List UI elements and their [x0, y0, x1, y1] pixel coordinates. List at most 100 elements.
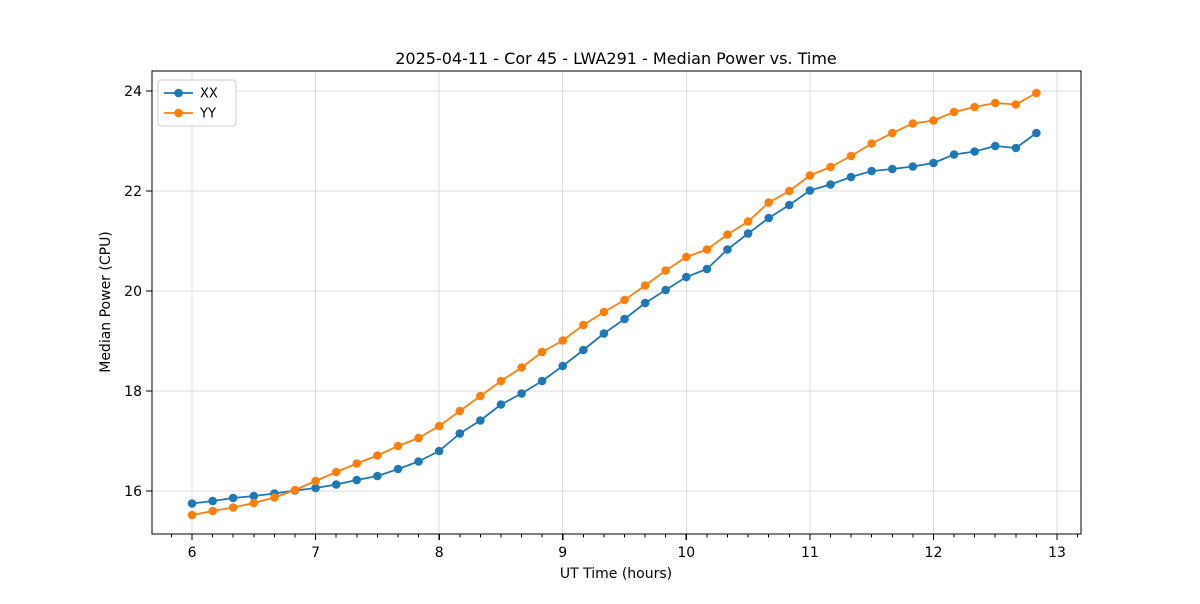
data-point-xx	[826, 180, 835, 189]
series-line-yy	[191, 92, 1038, 516]
y-tick-label: 24	[124, 84, 142, 100]
data-point-xx	[455, 429, 465, 438]
data-point-xx	[702, 264, 712, 274]
data-point-xx	[867, 166, 876, 176]
x-tick-label: 10	[677, 545, 695, 561]
legend-label-xx: XX	[200, 87, 218, 102]
data-point-yy	[599, 307, 609, 317]
data-point-xx	[208, 496, 217, 506]
data-point-yy	[743, 217, 753, 226]
data-point-yy	[640, 281, 650, 290]
data-point-yy	[661, 266, 670, 275]
data-point-xx	[537, 376, 547, 386]
data-point-yy	[949, 107, 959, 117]
data-point-yy	[249, 498, 259, 508]
grid-lines	[152, 71, 1081, 534]
data-point-yy	[414, 433, 423, 443]
data-point-xx	[661, 285, 670, 295]
x-tick-label: 7	[311, 545, 320, 561]
data-point-yy	[496, 376, 506, 386]
y-tick-label: 16	[124, 484, 142, 500]
data-point-xx	[620, 314, 629, 324]
data-point-xx	[990, 141, 1000, 151]
data-point-yy	[373, 451, 382, 460]
y-axis-label: Median Power (CPU)	[98, 231, 114, 373]
data-point-yy	[187, 510, 197, 520]
series-line-xx	[191, 132, 1038, 505]
data-point-yy	[702, 245, 712, 254]
data-point-yy	[826, 162, 835, 172]
data-point-xx	[888, 164, 897, 174]
x-tick-label: 13	[1048, 545, 1066, 561]
x-tick-label: 11	[801, 545, 819, 561]
data-point-xx	[682, 272, 691, 282]
data-point-yy	[331, 467, 341, 477]
data-point-yy	[682, 252, 691, 262]
data-point-xx	[496, 400, 506, 409]
data-point-yy	[888, 128, 897, 138]
legend-marker-xx	[174, 88, 183, 98]
data-point-yy	[1032, 88, 1041, 98]
x-tick-label: 9	[558, 545, 567, 561]
x-tick-label: 8	[435, 545, 444, 561]
x-tick-label: 12	[925, 545, 943, 561]
data-point-yy	[290, 485, 300, 495]
data-point-xx	[723, 245, 732, 254]
data-point-yy	[929, 116, 938, 125]
data-point-yy	[723, 230, 732, 239]
axes: 6 7 8 9 10 11 12 13 16 18 20 22 24	[124, 70, 1082, 561]
data-point-xx	[373, 471, 382, 481]
data-point-yy	[908, 119, 918, 128]
data-point-yy	[228, 503, 238, 512]
data-point-yy	[620, 295, 629, 305]
data-point-xx	[187, 499, 197, 508]
data-point-xx	[1011, 143, 1021, 153]
data-point-xx	[249, 491, 259, 501]
data-point-xx	[352, 475, 362, 485]
data-point-yy	[393, 441, 403, 451]
legend-box	[157, 79, 237, 127]
data-point-xx	[599, 329, 609, 338]
data-point-xx	[929, 158, 938, 168]
data-point-xx	[949, 150, 959, 159]
data-point-xx	[805, 186, 815, 195]
y-tick-label: 18	[124, 384, 142, 400]
y-tick-label: 20	[124, 284, 142, 300]
data-point-yy	[846, 151, 856, 161]
data-point-xx	[579, 345, 588, 355]
y-tick-label: 22	[124, 184, 142, 200]
data-point-yy	[208, 506, 217, 516]
data-point-yy	[764, 198, 774, 207]
data-point-yy	[270, 493, 279, 502]
data-point-yy	[1011, 100, 1021, 109]
data-series	[187, 88, 1041, 520]
data-point-xx	[393, 464, 403, 474]
data-point-xx	[764, 213, 774, 223]
data-point-yy	[352, 459, 362, 468]
x-tick-label: 6	[188, 545, 197, 561]
data-point-yy	[805, 171, 815, 180]
data-point-yy	[476, 391, 485, 401]
data-point-xx	[228, 493, 238, 503]
data-point-xx	[784, 200, 794, 210]
data-point-yy	[784, 186, 794, 196]
data-point-xx	[908, 162, 918, 171]
data-point-xx	[331, 480, 341, 489]
data-point-xx	[476, 416, 485, 425]
data-point-yy	[311, 476, 320, 486]
data-point-xx	[558, 361, 568, 371]
data-point-yy	[867, 139, 876, 148]
data-point-xx	[1032, 128, 1041, 138]
x-axis-label: UT Time (hours)	[560, 566, 672, 582]
data-point-yy	[434, 421, 444, 431]
chart-title: 2025-04-11 - Cor 45 - LWA291 - Median Po…	[395, 49, 837, 68]
data-point-xx	[640, 298, 650, 308]
legend-marker-yy	[174, 108, 183, 118]
data-point-xx	[311, 483, 320, 493]
data-point-xx	[970, 147, 979, 156]
legend-label-yy: YY	[199, 107, 216, 122]
data-point-yy	[579, 320, 588, 330]
data-point-yy	[558, 336, 568, 345]
